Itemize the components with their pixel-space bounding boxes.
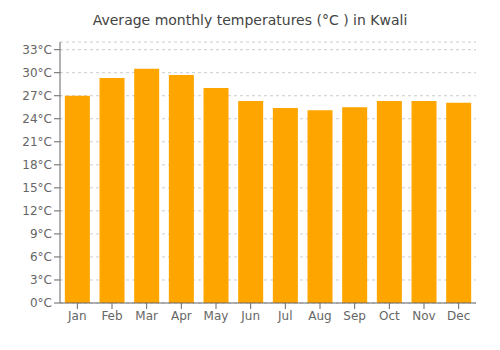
svg-text:21°C: 21°C	[22, 135, 52, 149]
svg-text:Nov: Nov	[412, 309, 435, 323]
svg-text:May: May	[204, 309, 229, 323]
svg-text:0°C: 0°C	[30, 296, 52, 310]
svg-text:Jan: Jan	[67, 309, 87, 323]
svg-text:Jul: Jul	[277, 309, 292, 323]
svg-text:33°C: 33°C	[22, 43, 52, 57]
svg-text:6°C: 6°C	[30, 250, 52, 264]
svg-text:Oct: Oct	[379, 309, 400, 323]
svg-text:9°C: 9°C	[30, 227, 52, 241]
svg-text:Sep: Sep	[343, 309, 366, 323]
html-text:Average monthly temperatures (: Average monthly temperatures (°C ) in Kw…	[92, 12, 408, 28]
svg-text:Aug: Aug	[308, 309, 331, 323]
svg-text:3°C: 3°C	[30, 273, 52, 287]
svg-text:15°C: 15°C	[22, 181, 52, 195]
svg-text:30°C: 30°C	[22, 66, 52, 80]
svg-text:Apr: Apr	[171, 309, 192, 323]
svg-text:27°C: 27°C	[22, 89, 52, 103]
svg-text:12°C: 12°C	[22, 204, 52, 218]
svg-text:Dec: Dec	[447, 309, 470, 323]
svg-text:24°C: 24°C	[22, 112, 52, 126]
svg-text:Feb: Feb	[101, 309, 122, 323]
svg-text:Mar: Mar	[135, 309, 158, 323]
svg-text:Jun: Jun	[240, 309, 260, 323]
svg-text:18°C: 18°C	[22, 158, 52, 172]
